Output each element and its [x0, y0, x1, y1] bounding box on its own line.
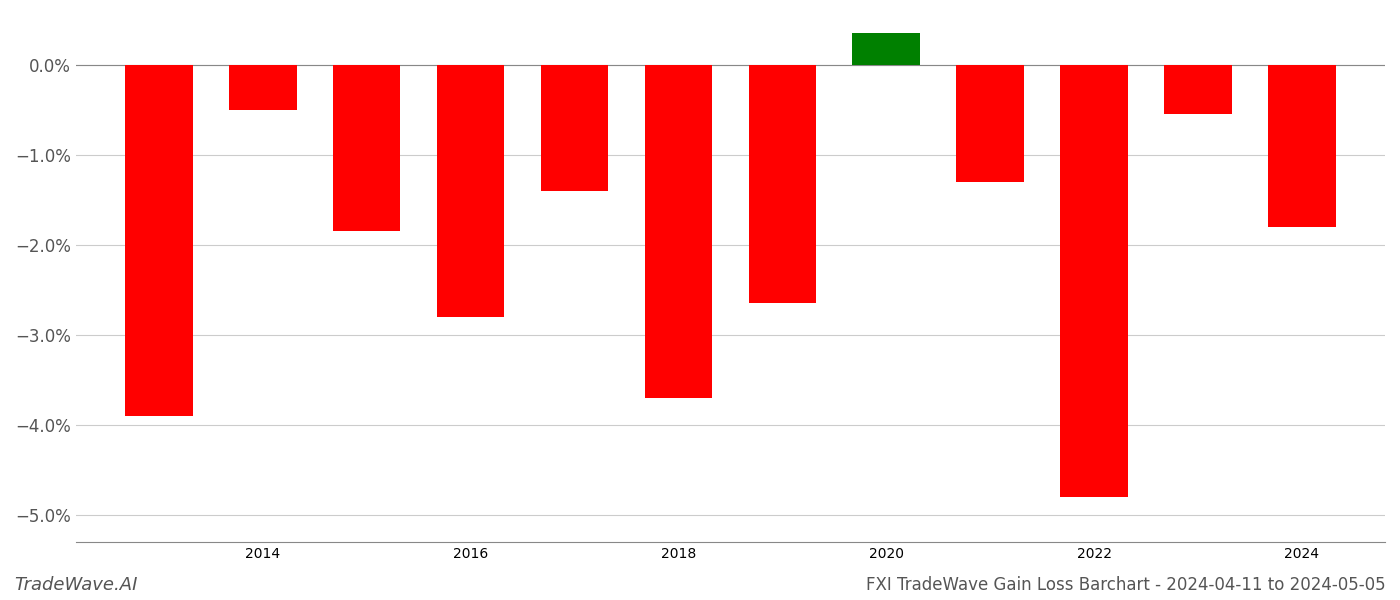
Bar [125, 65, 193, 416]
Bar [644, 65, 713, 398]
Bar [749, 65, 816, 304]
Text: FXI TradeWave Gain Loss Barchart - 2024-04-11 to 2024-05-05: FXI TradeWave Gain Loss Barchart - 2024-… [867, 576, 1386, 594]
Bar [1165, 65, 1232, 114]
Bar [956, 65, 1023, 182]
Bar [230, 65, 297, 110]
Bar [1060, 65, 1128, 497]
Bar [1268, 65, 1336, 227]
Bar [540, 65, 608, 191]
Bar [333, 65, 400, 231]
Bar [437, 65, 504, 317]
Bar [853, 33, 920, 65]
Text: TradeWave.AI: TradeWave.AI [14, 576, 137, 594]
